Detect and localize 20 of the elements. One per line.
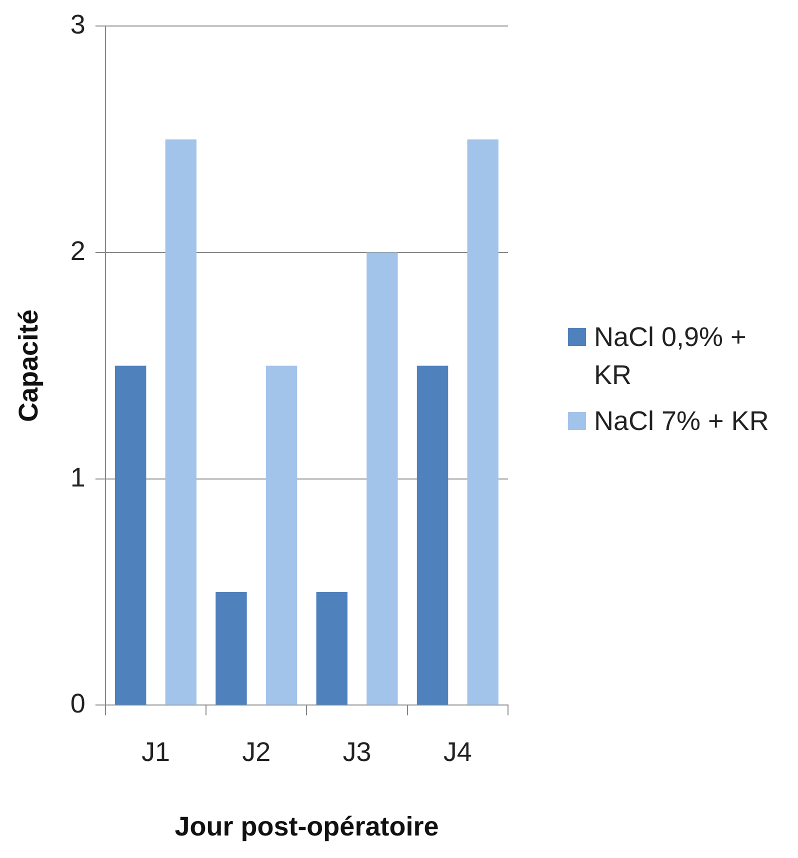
x-tick-label: J2: [242, 736, 271, 767]
bar: [114, 366, 146, 705]
y-tick-label: 0: [70, 688, 86, 719]
legend-label: NaCl 0,9% + KR: [594, 321, 748, 392]
bar: [216, 592, 247, 705]
bar: [467, 139, 498, 705]
y-axis-title: Capacité: [14, 309, 44, 422]
bar: [366, 252, 398, 705]
y-tick-label: 2: [70, 236, 86, 266]
x-axis-title: Jour post-opératoire: [174, 811, 439, 842]
x-tick-label: J3: [342, 736, 372, 767]
bar: [416, 366, 448, 705]
bar: [165, 139, 196, 705]
legend-label: NaCl 7% + KR: [594, 405, 769, 438]
x-tick-label: J4: [443, 736, 472, 767]
bar: [316, 592, 348, 705]
y-tick-label: 1: [70, 462, 86, 492]
y-tick-label: 3: [70, 10, 86, 40]
x-tick-label: J1: [141, 736, 170, 767]
bar: [266, 366, 298, 705]
